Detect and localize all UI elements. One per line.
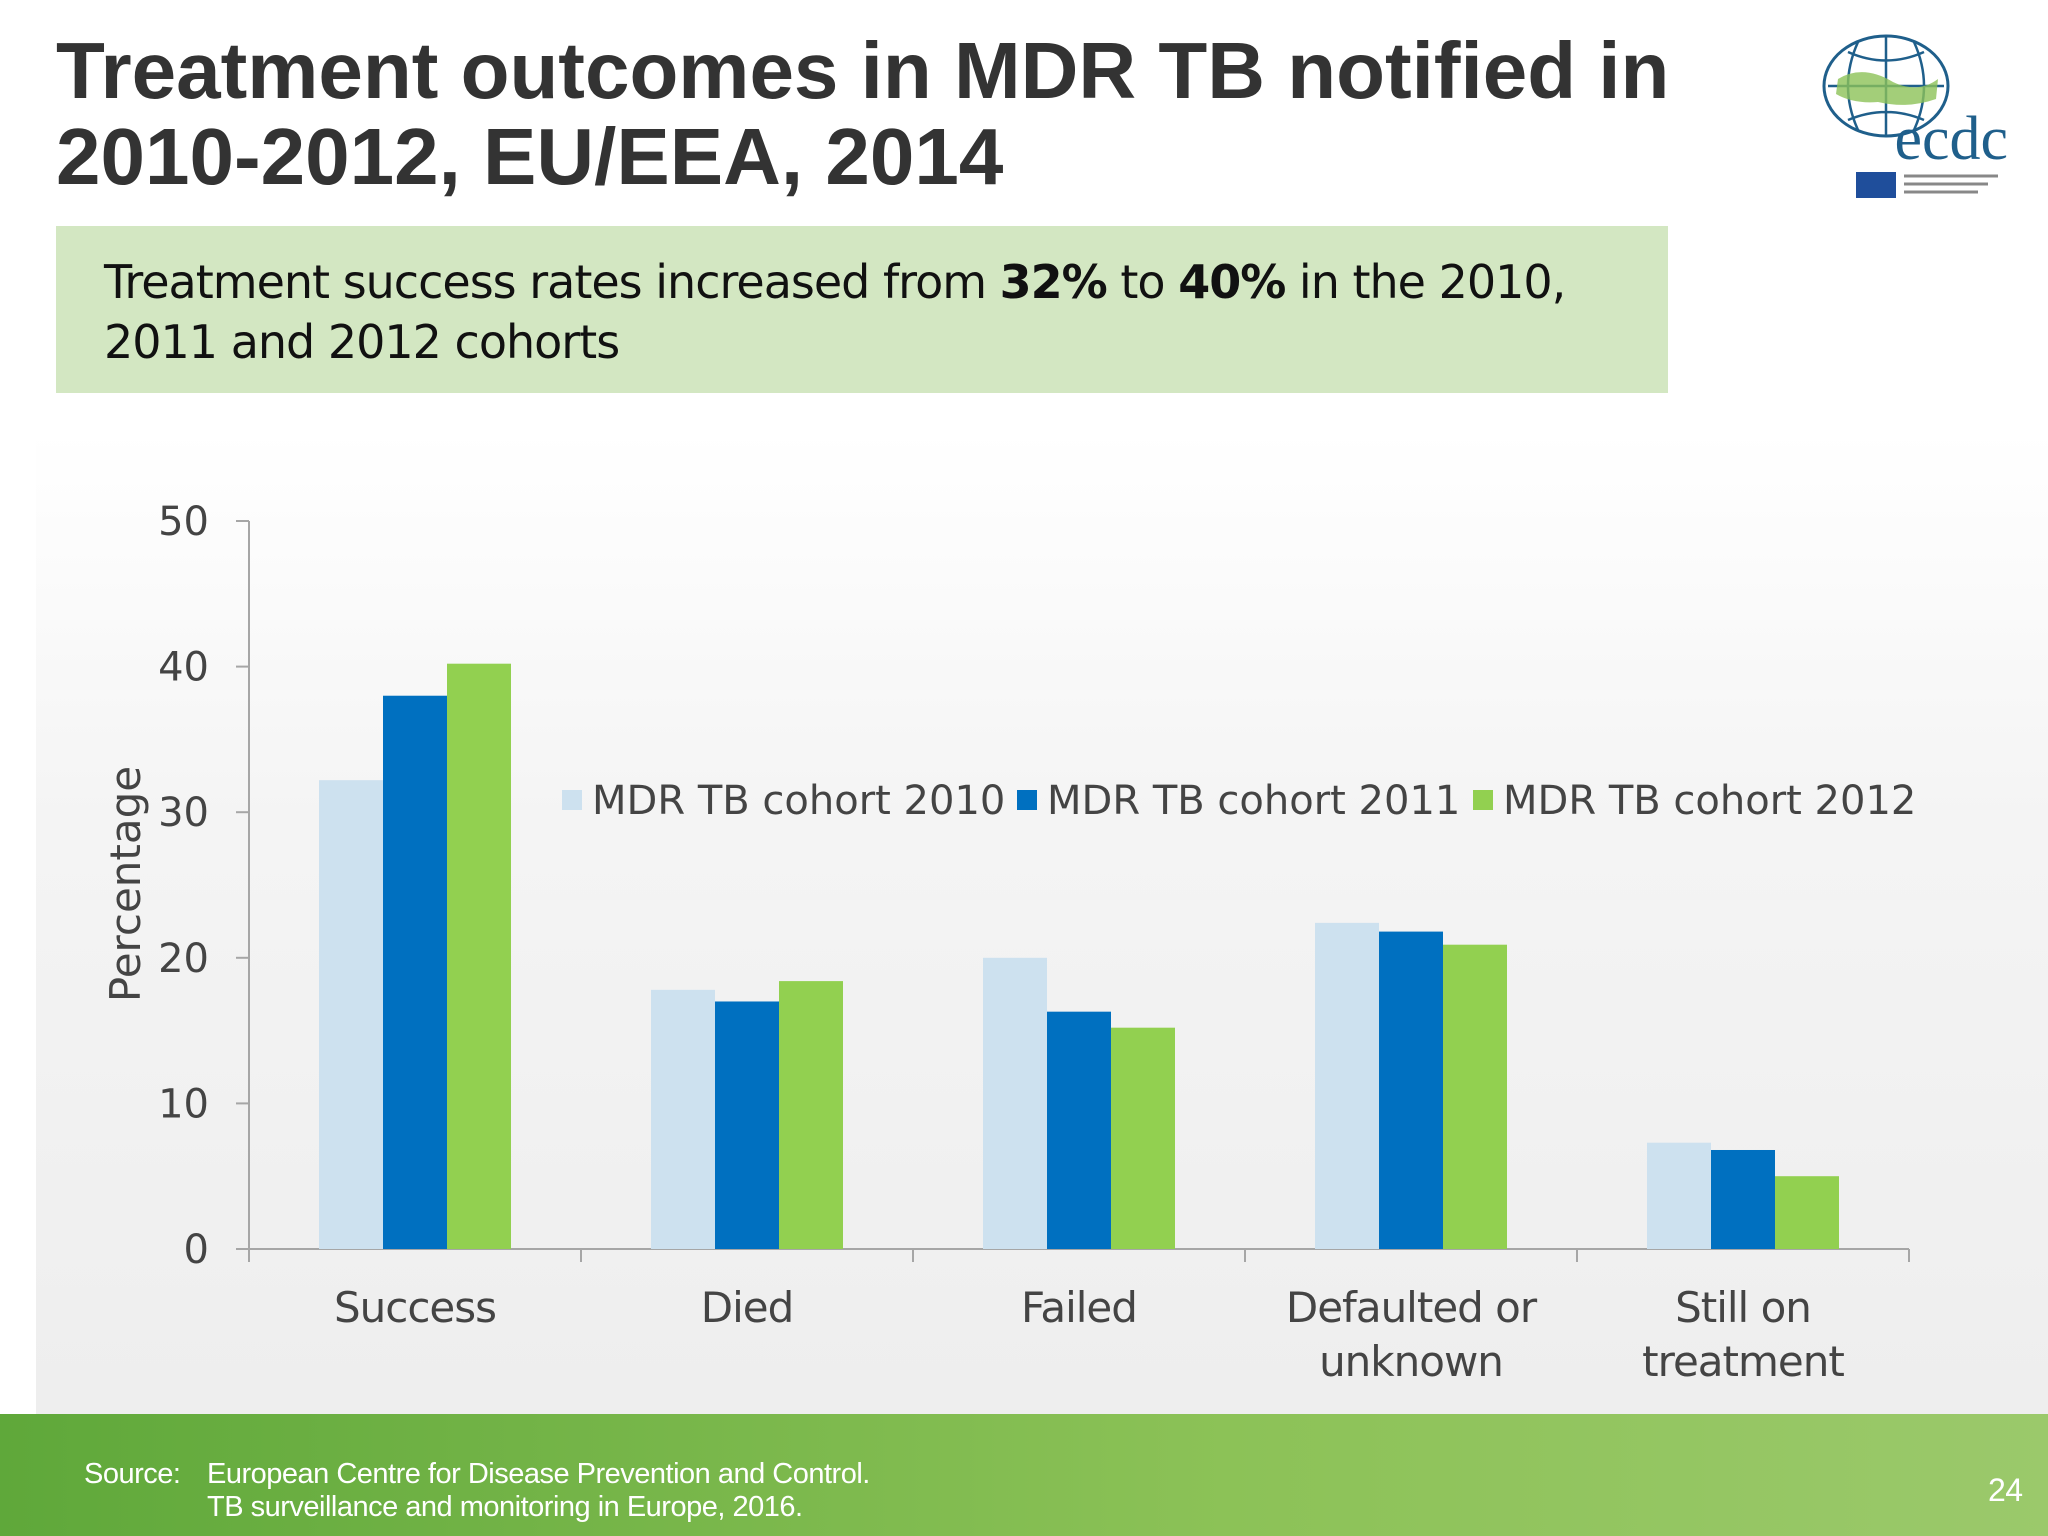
legend-label: MDR TB cohort 2012 xyxy=(1503,778,1916,824)
footer xyxy=(0,1414,2048,1536)
source-line: European Centre for Disease Prevention a… xyxy=(207,1458,870,1490)
y-tick-label: 10 xyxy=(158,1081,209,1127)
x-tick-label: Defaulted or unknown xyxy=(1285,1283,1537,1386)
bar xyxy=(1315,922,1379,1249)
source-line: TB surveillance and monitoring in Europe… xyxy=(207,1491,803,1523)
source-label: Source: xyxy=(84,1458,181,1490)
bar xyxy=(1647,1142,1711,1249)
x-tick-label: Failed xyxy=(1021,1283,1138,1332)
bar xyxy=(447,663,511,1249)
bar xyxy=(1047,1011,1111,1249)
logo-subtext xyxy=(1904,174,1998,194)
callout-text: to xyxy=(1106,255,1179,309)
bar xyxy=(383,695,447,1249)
bar xyxy=(319,780,383,1249)
callout-emphasis: 40% xyxy=(1178,255,1286,309)
logo: ecdc xyxy=(1822,34,2008,198)
y-axis-label: Percentage xyxy=(101,766,150,1002)
y-tick-label: 20 xyxy=(158,936,209,982)
chart: 0 10 20 30 40 50 Percentage MDR TB cohort 2010 M… xyxy=(101,499,1916,1273)
logo-land xyxy=(1836,72,1938,105)
bar xyxy=(1711,1149,1775,1249)
legend-swatch xyxy=(1473,790,1493,810)
bar xyxy=(1111,1027,1175,1249)
legend-label: MDR TB cohort 2010 xyxy=(592,778,1005,824)
legend-swatch xyxy=(1017,790,1037,810)
bar xyxy=(779,981,843,1249)
callout: Treatment success rates increased from 3… xyxy=(56,226,1668,393)
callout-text: Treatment success rates increased from xyxy=(104,255,1000,309)
legend-swatch xyxy=(562,790,582,810)
y-tick-label: 30 xyxy=(158,790,209,836)
eu-flag xyxy=(1856,172,1896,198)
x-tick-label: Still on treatment xyxy=(1642,1283,1845,1386)
bar xyxy=(983,957,1047,1249)
slide-title: Treatment outcomes in MDR TB notified in… xyxy=(56,26,1670,201)
x-tick-label: Success xyxy=(333,1283,497,1332)
y-tick-label: 40 xyxy=(158,645,209,691)
callout-emphasis: 32% xyxy=(999,255,1108,309)
bar xyxy=(1775,1176,1839,1249)
bar xyxy=(715,1001,779,1249)
legend-label: MDR TB cohort 2011 xyxy=(1047,778,1460,824)
bar xyxy=(1379,931,1443,1249)
bar xyxy=(1443,944,1507,1249)
logo-text: ecdc xyxy=(1894,105,2008,173)
callout-text: in the 2010, 2011 and 2012 cohorts xyxy=(104,255,1566,369)
y-tick-label: 50 xyxy=(158,499,209,545)
page-number: 24 xyxy=(1988,1472,2023,1508)
bar xyxy=(651,989,715,1249)
y-tick-label: 0 xyxy=(184,1227,209,1273)
x-tick-label: Died xyxy=(700,1283,795,1332)
